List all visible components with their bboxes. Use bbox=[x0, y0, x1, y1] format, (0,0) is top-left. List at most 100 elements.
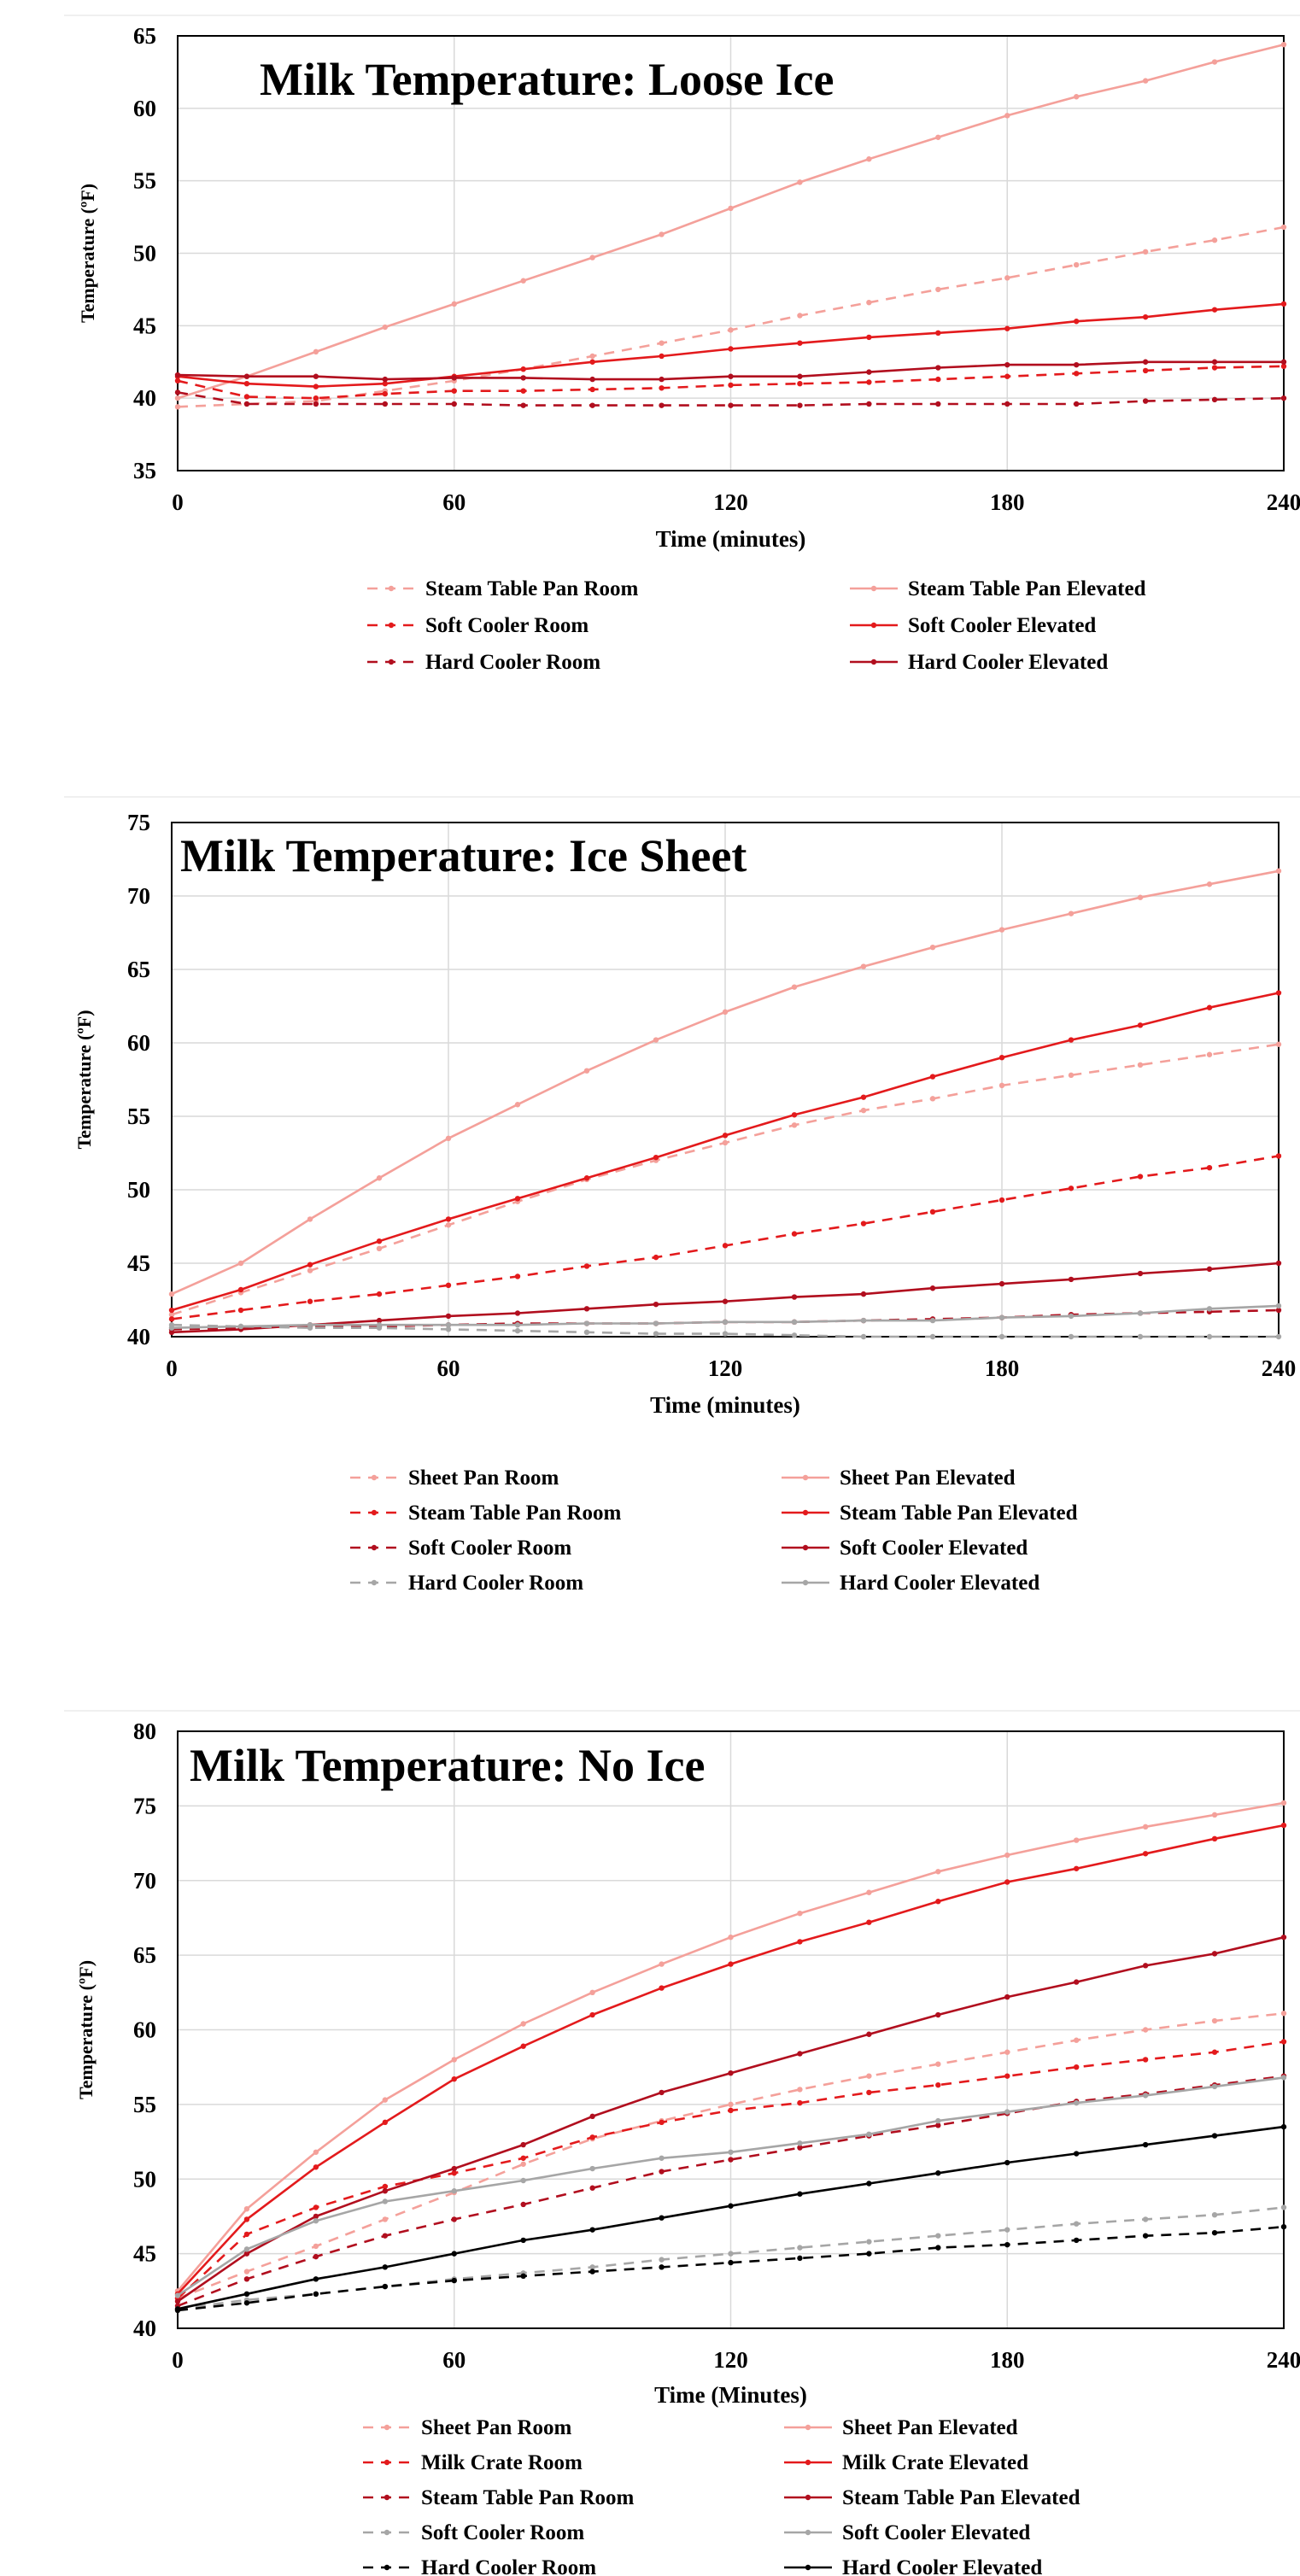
data-point bbox=[1073, 1979, 1080, 1985]
data-point bbox=[1206, 1004, 1213, 1010]
legend-marker bbox=[384, 2529, 390, 2536]
data-point bbox=[1211, 1835, 1218, 1842]
data-point bbox=[1142, 2093, 1149, 2099]
data-point bbox=[1142, 2057, 1149, 2063]
data-point bbox=[1068, 1333, 1075, 1340]
data-point bbox=[1211, 359, 1218, 365]
data-point bbox=[797, 381, 803, 387]
y-tick-label: 45 bbox=[133, 2241, 156, 2267]
data-point bbox=[1211, 2229, 1218, 2236]
chart-title: Milk Temperature: No Ice bbox=[190, 1740, 705, 1791]
legend-marker bbox=[384, 2564, 390, 2571]
legend-item-milk-crate-room: Milk Crate Room bbox=[363, 2451, 583, 2474]
data-point bbox=[313, 401, 319, 407]
data-point bbox=[1142, 313, 1149, 320]
data-point bbox=[243, 2216, 250, 2222]
data-point bbox=[445, 1216, 452, 1222]
data-point bbox=[791, 984, 798, 990]
legend-marker bbox=[371, 1544, 378, 1551]
data-point bbox=[866, 2131, 872, 2138]
data-point bbox=[1142, 2027, 1149, 2033]
data-point bbox=[1004, 2227, 1010, 2233]
data-point bbox=[1073, 1837, 1080, 1843]
data-point bbox=[935, 2245, 941, 2251]
data-point bbox=[797, 2145, 803, 2151]
data-point bbox=[722, 1319, 729, 1325]
data-point bbox=[935, 1899, 941, 1905]
data-point bbox=[589, 255, 595, 261]
data-point bbox=[998, 1280, 1005, 1287]
plot-frame bbox=[177, 1730, 1285, 2329]
data-point bbox=[1211, 1951, 1218, 1957]
legend-marker bbox=[805, 2424, 811, 2431]
x-tick-label: 0 bbox=[172, 489, 184, 515]
data-point bbox=[382, 376, 389, 383]
data-point bbox=[1280, 359, 1287, 365]
data-point bbox=[1068, 910, 1075, 916]
data-point bbox=[589, 2269, 595, 2274]
data-point bbox=[1206, 881, 1213, 887]
legend-label: Soft Cooler Elevated bbox=[842, 2521, 1030, 2544]
data-point bbox=[722, 1298, 729, 1304]
data-point bbox=[797, 373, 803, 379]
data-point bbox=[728, 2070, 734, 2076]
legend-item-steam-table-pan-room: Steam Table Pan Room bbox=[367, 577, 639, 600]
data-point bbox=[797, 402, 803, 408]
data-point bbox=[998, 1197, 1005, 1203]
data-point bbox=[168, 1291, 175, 1297]
data-point bbox=[728, 1934, 734, 1941]
series-hard-cooler-elevated bbox=[174, 359, 1287, 383]
data-point bbox=[1142, 2141, 1149, 2148]
data-point bbox=[866, 299, 872, 306]
data-point bbox=[168, 1316, 175, 1322]
data-point bbox=[659, 1985, 665, 1991]
series-line-hard-cooler-room bbox=[177, 391, 1285, 407]
data-point bbox=[445, 1326, 452, 1332]
data-point bbox=[376, 1245, 383, 1251]
data-point bbox=[797, 2087, 803, 2093]
data-point bbox=[520, 375, 526, 381]
data-point bbox=[1004, 2073, 1010, 2079]
data-point bbox=[514, 1310, 521, 1316]
data-point bbox=[445, 1313, 452, 1320]
data-point bbox=[376, 1317, 383, 1324]
data-point bbox=[174, 2298, 181, 2304]
data-point bbox=[1280, 224, 1287, 231]
data-point bbox=[313, 2243, 319, 2250]
data-point bbox=[583, 1175, 590, 1181]
data-point bbox=[382, 2183, 389, 2190]
data-point bbox=[174, 378, 181, 384]
data-point bbox=[1073, 2151, 1080, 2157]
data-point bbox=[1004, 325, 1010, 331]
data-point bbox=[451, 388, 457, 394]
data-point bbox=[382, 2119, 389, 2126]
data-point bbox=[659, 376, 665, 383]
data-point bbox=[243, 401, 250, 407]
data-point bbox=[1211, 2211, 1218, 2218]
data-point bbox=[307, 1322, 313, 1328]
data-point bbox=[797, 2245, 803, 2251]
data-point bbox=[1073, 401, 1080, 407]
data-point bbox=[1004, 2109, 1010, 2115]
legend-label: Hard Cooler Elevated bbox=[842, 2556, 1042, 2576]
data-point bbox=[382, 2097, 389, 2103]
data-point bbox=[589, 2134, 595, 2140]
legend-marker bbox=[384, 2459, 390, 2466]
data-point bbox=[797, 2140, 803, 2146]
data-point bbox=[1073, 2037, 1080, 2043]
data-point bbox=[1275, 1333, 1282, 1340]
data-point bbox=[1280, 2039, 1287, 2045]
data-point bbox=[998, 1082, 1005, 1089]
data-point bbox=[243, 2300, 250, 2306]
data-point bbox=[866, 379, 872, 385]
data-point bbox=[929, 1074, 936, 1080]
legend-item-steam-table-pan-elevated: Steam Table Pan Elevated bbox=[850, 577, 1146, 600]
y-tick-label: 45 bbox=[127, 1250, 150, 1276]
data-point bbox=[589, 386, 595, 393]
legend-label: Steam Table Pan Room bbox=[408, 1502, 622, 1525]
data-point bbox=[653, 1301, 659, 1308]
legend-item-soft-cooler-room: Soft Cooler Room bbox=[367, 614, 589, 637]
data-point bbox=[313, 2213, 319, 2220]
legend-marker bbox=[870, 659, 877, 665]
data-point bbox=[659, 2089, 665, 2096]
